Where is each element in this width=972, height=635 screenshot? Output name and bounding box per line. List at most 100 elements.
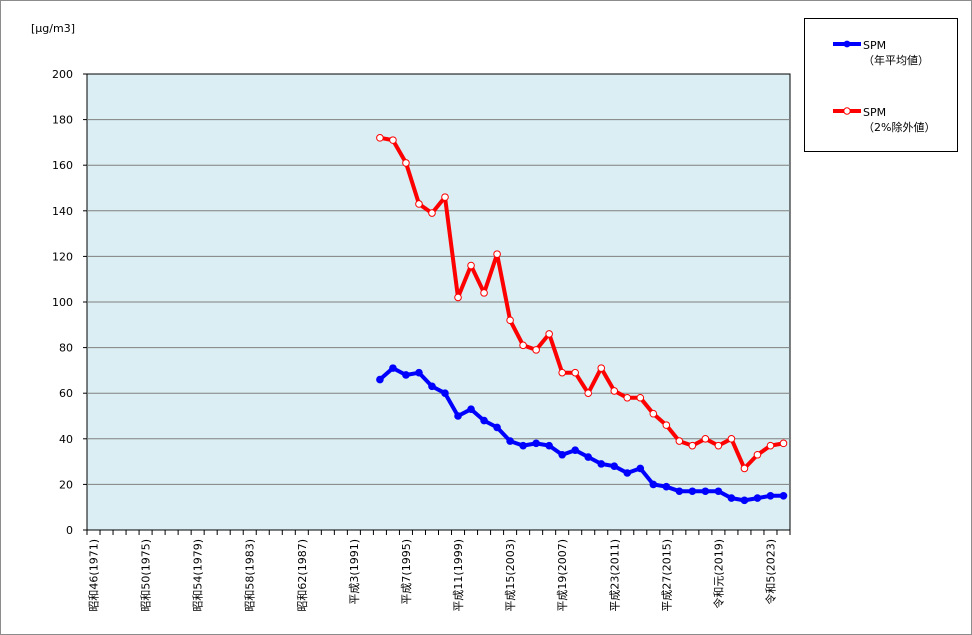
series-2-point <box>688 441 697 450</box>
series-2-point <box>610 387 619 395</box>
series-1-point <box>506 437 514 445</box>
series-2-point <box>519 341 527 350</box>
y-tick-label: 40 <box>59 433 73 446</box>
series-1-point <box>571 446 579 455</box>
series-2-point <box>753 450 762 459</box>
series-1-point <box>727 494 736 502</box>
y-unit-label: [μg/m3] <box>31 22 75 35</box>
y-tick-label: 80 <box>59 342 73 355</box>
series-2-point <box>480 289 488 297</box>
x-tick-label: 平成23(2011) <box>608 539 621 612</box>
y-axis: 0 20 40 60 80 100 120 140 160 180 200 <box>52 68 87 537</box>
y-tick-label: 60 <box>59 387 73 400</box>
series-2-point <box>662 421 671 429</box>
legend-series2-sub: （2%除外値） <box>863 121 936 134</box>
x-tick-label: 令和5(2023) <box>763 539 777 605</box>
series-1-point <box>467 405 475 413</box>
series-2-point <box>467 261 475 270</box>
series-2-point <box>402 159 410 167</box>
y-tick-label: 20 <box>59 478 73 491</box>
x-tick-label: 昭和54(1979) <box>192 539 205 612</box>
series-1-point <box>779 492 788 500</box>
x-tick-label: 昭和50(1975) <box>140 539 153 612</box>
series-2-point <box>532 346 540 354</box>
series-1-point <box>428 382 436 391</box>
series-2-point <box>714 441 723 450</box>
series-2-point <box>636 393 645 402</box>
y-tick-label: 100 <box>52 296 73 309</box>
series-2-point <box>454 293 462 302</box>
legend-swatch-blue <box>833 40 861 48</box>
legend: SPM （年平均値） SPM （2%除外値） <box>804 18 958 152</box>
x-tick-label: 平成11(1999) <box>452 539 465 612</box>
series-2-point <box>493 250 501 258</box>
y-tick-label: 200 <box>52 68 73 81</box>
series-1-point <box>766 492 775 500</box>
series-2-point <box>623 393 632 402</box>
series-2-point <box>571 368 579 377</box>
series-1-point <box>454 412 462 420</box>
series-1-point <box>389 364 397 372</box>
series-1-point <box>376 375 384 384</box>
series-1-point <box>649 480 658 489</box>
series-1-point <box>415 368 423 377</box>
series-2-point <box>766 441 775 450</box>
series-1-point <box>584 453 593 461</box>
x-tick-label: 平成27(2015) <box>660 539 673 612</box>
y-tick-label: 120 <box>52 250 73 263</box>
x-tick-label: 平成3(1991) <box>348 539 361 605</box>
series-2-point <box>376 134 384 142</box>
series-2-point <box>740 464 749 473</box>
x-axis: 昭和46(1971) 昭和50(1975) 昭和54(1979) 昭和58(1983)… <box>86 530 791 612</box>
x-tick-label: 令和元(2019) <box>711 539 725 609</box>
series-1-point <box>480 416 488 425</box>
series-2-point <box>389 136 397 144</box>
x-tick-label: 昭和62(1987) <box>296 539 309 612</box>
series-2-point <box>701 435 710 443</box>
x-tick-label: 昭和58(1983) <box>244 539 257 612</box>
series-2-point <box>506 316 514 325</box>
series-1-point <box>623 469 632 477</box>
series-1-point <box>610 462 619 470</box>
series-1-point <box>701 487 710 496</box>
gridlines <box>87 119 790 485</box>
series-1-point <box>441 389 449 398</box>
x-tick-label: 昭和46(1971) <box>88 539 101 612</box>
series-1-point <box>532 439 540 448</box>
x-tick-label: 平成15(2003) <box>504 539 517 612</box>
series-1-point <box>519 441 527 450</box>
y-tick-label: 180 <box>52 114 73 127</box>
series-2-point <box>584 389 593 398</box>
series-1-point <box>675 487 684 496</box>
series-1-point <box>714 487 723 496</box>
legend-item-2pct-excluded: SPM （2%除外値） <box>805 105 957 145</box>
series-2-point <box>597 364 606 372</box>
series-1-point <box>753 494 762 502</box>
legend-item-annual-mean: SPM （年平均値） <box>805 38 957 78</box>
series-1-point <box>597 460 606 468</box>
series-2 <box>376 134 788 473</box>
series-1-point <box>688 487 697 496</box>
series-2-point <box>415 200 423 208</box>
series-2-point <box>558 368 566 377</box>
legend-series1-sub: （年平均値） <box>863 54 929 67</box>
x-tick-label: 平成19(2007) <box>556 539 569 612</box>
legend-swatch-red <box>833 107 861 115</box>
series-1 <box>376 364 788 505</box>
series-1-point <box>558 450 566 459</box>
series-2-point <box>727 435 736 443</box>
series-2-point <box>779 439 788 448</box>
series-layer <box>376 134 788 505</box>
series-2-point <box>649 409 658 418</box>
y-tick-label: 140 <box>52 205 73 218</box>
series-2-point <box>428 209 436 217</box>
series-1-point <box>740 496 749 505</box>
legend-series2-name: SPM <box>863 106 887 119</box>
legend-series1-name: SPM <box>863 39 887 52</box>
y-tick-label: 0 <box>66 524 73 537</box>
series-2-point <box>675 437 684 445</box>
series-1-point <box>662 482 671 491</box>
series-2-point <box>441 193 449 201</box>
